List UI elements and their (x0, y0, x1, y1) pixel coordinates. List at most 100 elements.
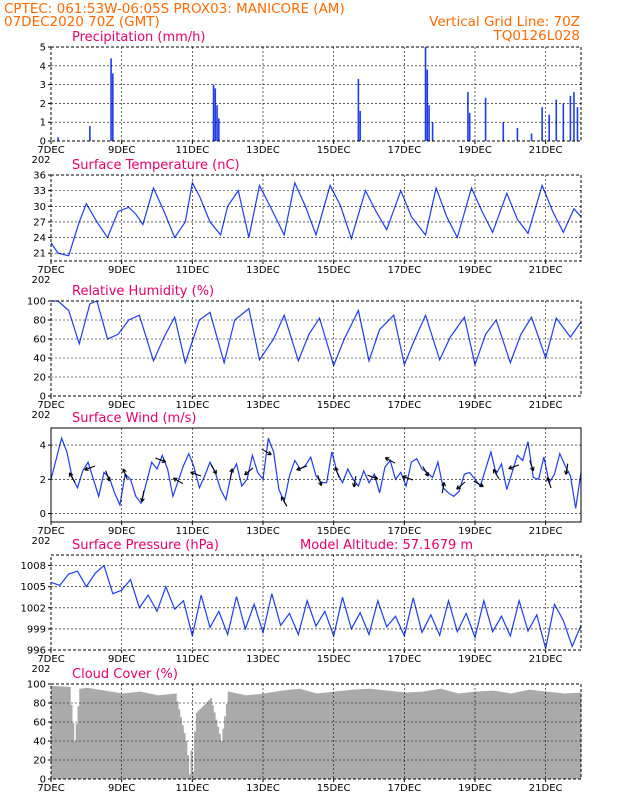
cloud-bar (335, 691, 337, 779)
pressure-xtick-label: 9DEC (108, 654, 135, 665)
cloud-bar (247, 695, 249, 779)
wind-direction-arrow (353, 476, 357, 487)
cloud-bar (406, 692, 408, 779)
cloud-bar (411, 692, 413, 779)
cloud-bar (164, 695, 166, 779)
pressure-xtick-label: 13DEC (246, 654, 280, 665)
precip-bar (213, 85, 215, 141)
cloud-bar (519, 692, 521, 779)
cloud-bar (549, 692, 551, 779)
rh-ytick-label: 80 (33, 316, 46, 327)
wind-title: Surface Wind (m/s) (72, 411, 196, 426)
cloud-bar (343, 691, 345, 779)
cloud-bar (72, 723, 74, 779)
wind-ytick-label: 0 (40, 509, 46, 520)
cloud-bar (171, 694, 173, 779)
precip-ytick-label: 4 (40, 61, 46, 72)
cloud-bar (309, 692, 311, 779)
cloud-bar (540, 691, 542, 779)
cloud-bar (76, 724, 78, 779)
cloud-bar (325, 693, 327, 779)
precip-xtick-label: 19DEC (458, 145, 492, 156)
temp-xtick-label: 19DEC (458, 265, 492, 276)
temp-title: Surface Temperature (nC) (72, 158, 240, 173)
pressure-ytick-label: 1008 (21, 561, 46, 572)
cloud-bar (168, 694, 170, 779)
rh-ytick-label: 20 (33, 373, 46, 384)
cloud-bar (353, 690, 355, 779)
cloud-bar (143, 692, 145, 779)
temp-xtick-label: 17DEC (387, 265, 421, 276)
cloud-bar (206, 702, 208, 779)
cloud-bar (106, 691, 108, 779)
cloud-bar (108, 691, 110, 779)
cloud-bar (562, 693, 564, 779)
precip-bar (467, 92, 469, 141)
wind-direction-arrow (530, 460, 534, 470)
cloud-bar (484, 691, 486, 779)
precip-bar (218, 118, 220, 141)
cloud-bar (70, 705, 72, 779)
cloud-bar (224, 716, 226, 779)
cloud-bar (388, 691, 390, 779)
rh-ytick-label: 60 (33, 335, 46, 346)
cloud-bar (498, 692, 500, 779)
cloud-bar (196, 713, 198, 780)
cloud-bar (426, 691, 428, 779)
cloud-bar (450, 692, 452, 779)
cloud-bar (307, 691, 309, 779)
cloud-bar (535, 690, 537, 779)
cloud-bar (555, 693, 557, 779)
cloud-bar (574, 693, 576, 779)
cloud-bar (215, 720, 217, 779)
precip-bar (469, 113, 471, 141)
cloud-xtick-label: 11DEC (175, 783, 209, 794)
cloud-bar (496, 691, 498, 779)
rh-xtick-label: 13DEC (246, 400, 280, 411)
cloud-bar (208, 700, 210, 779)
precip-ytick-label: 2 (40, 99, 46, 110)
cloud-bar (176, 701, 178, 779)
cloud-bar (385, 690, 387, 779)
cloud-bar (159, 695, 161, 779)
cloud-bar (503, 692, 505, 779)
precip-bar (110, 58, 112, 141)
precip-frame (51, 47, 581, 141)
cloud-bar (187, 755, 189, 779)
cloud-bar (210, 698, 212, 779)
cloud-bar (235, 693, 237, 779)
rh-ytick-label: 100 (27, 297, 46, 308)
cloud-xtick-label: 19DEC (458, 783, 492, 794)
temp-xtick-label: 9DEC (108, 265, 135, 276)
precip-bar (573, 92, 575, 141)
cloud-bar (146, 693, 148, 779)
cloud-bar (491, 691, 493, 779)
cloud-bar (463, 693, 465, 779)
cloud-bar (150, 694, 152, 779)
cloud-bar (152, 694, 154, 779)
cloud-bar (510, 694, 512, 780)
precip-bar (425, 47, 427, 141)
temp-ytick-label: 33 (33, 186, 46, 197)
cloud-bar (438, 689, 440, 779)
rh-xtick-label: 19DEC (458, 400, 492, 411)
cloud-bar (318, 693, 320, 779)
temp-xtick-label: 15DEC (317, 265, 351, 276)
cloud-bar (452, 692, 454, 779)
cloud-bar (245, 695, 247, 779)
cloud-title: Cloud Cover (%) (72, 667, 178, 682)
cloud-bar (136, 692, 138, 779)
wind-xtick-label: 11DEC (175, 526, 209, 537)
cloud-bar (312, 693, 314, 779)
cloud-bar (226, 704, 228, 779)
cloud-bar (254, 694, 256, 779)
cloud-xtick-label: 17DEC (387, 783, 421, 794)
cloud-bar (418, 692, 420, 779)
pressure-ytick-label: 999 (27, 624, 46, 635)
wind-direction-arrow (423, 467, 429, 477)
cloud-bar (383, 690, 385, 779)
cloud-ytick-label: 20 (33, 756, 46, 767)
cloud-bar (477, 692, 479, 780)
cloud-bar (547, 692, 549, 779)
